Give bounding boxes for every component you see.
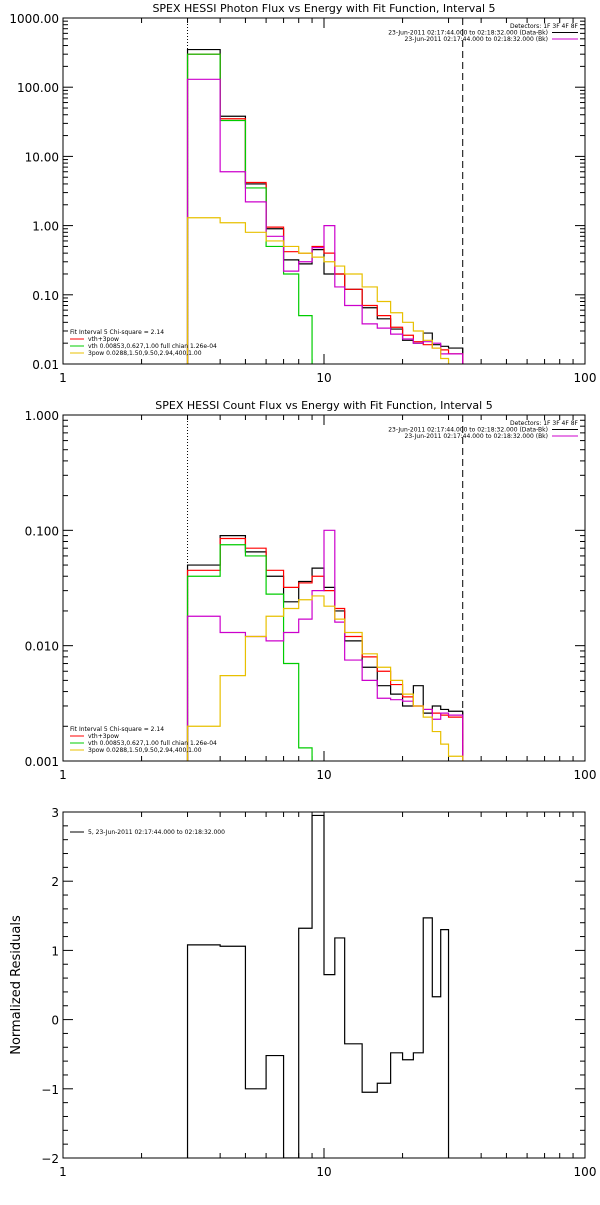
legend-left-entry: 5, 23-Jun-2011 02:17:44.000 to 02:18:32.…: [88, 829, 225, 836]
y-tick-label: 0.010: [25, 640, 59, 654]
panel-3: Normalized Residuals 1 10 100 −2 −1 0 1 2 3 5, 23-…: [9, 806, 597, 1179]
series-0-step: [186, 814, 450, 1158]
series-3-step: [186, 78, 464, 364]
series-1-step: [186, 53, 464, 364]
x-tick-label: 1: [59, 768, 67, 782]
series-4-step: [186, 217, 450, 364]
legend-left-entry: Fit Interval 5 Chi-square = 2.14: [70, 329, 164, 336]
series-2-step: [186, 544, 313, 761]
legend-left-entry: vth+3pow: [88, 733, 119, 740]
legend-right-entry: Detectors: 1F 3F 4F 8F: [510, 23, 579, 30]
legend-right-entry: 23-Jun-2011 02:17:44.000 to 02:18:32.000…: [388, 427, 548, 434]
series-4-step: [186, 595, 464, 761]
plot-frame: [62, 414, 586, 762]
x-tick-label: 100: [574, 371, 597, 385]
series-1-step: [186, 537, 464, 761]
y-tick-label: −2: [41, 1152, 59, 1166]
x-tick-label: 1: [59, 371, 67, 385]
x-tick-label: 100: [574, 768, 597, 782]
y-tick-label: 3: [51, 806, 59, 820]
y-tick-label: 100.00: [17, 81, 59, 95]
y-tick-label: 2: [51, 875, 59, 889]
panel-1: SPEX HESSI Photon Flux vs Energy with Fi…: [9, 2, 597, 385]
legend-right-entry: 23-Jun-2011 02:17:44.000 to 02:18:32.000…: [405, 433, 548, 440]
series-group: [186, 529, 464, 761]
chart-title: SPEX HESSI Photon Flux vs Energy with Fi…: [152, 2, 495, 15]
y-tick-label: 0.001: [25, 755, 59, 769]
y-tick-label: 10.00: [25, 150, 59, 164]
series-group: [186, 48, 464, 364]
y-tick-label: −1: [41, 1083, 59, 1097]
series-0-step: [186, 48, 464, 364]
legend-right-entry: 23-Jun-2011 02:17:44.000 to 02:18:32.000…: [405, 36, 548, 43]
chart-title: SPEX HESSI Count Flux vs Energy with Fit…: [155, 399, 492, 412]
series-3-step: [186, 529, 464, 761]
y-tick-label: 0.10: [32, 289, 59, 303]
legend-left-entry: Fit Interval 5 Chi-square = 2.14: [70, 726, 164, 733]
y-tick-label: 0.01: [32, 358, 59, 372]
legend-right-entry: Detectors: 1F 3F 4F 8F: [510, 420, 579, 427]
legend-left-entry: vth 0.00853,0.627,1.00 full chian 1.26e-…: [88, 343, 217, 350]
x-tick-label: 10: [316, 1165, 331, 1179]
panel-2: SPEX HESSI Count Flux vs Energy with Fit…: [25, 399, 597, 782]
series-2-step: [186, 53, 313, 364]
series-group: [186, 814, 450, 1158]
legend-left-entry: 3pow 0.0288,1.50,9.50,2.94,400,1.00: [88, 747, 202, 754]
x-tick-label: 1: [59, 1165, 67, 1179]
y-tick-label: 1.00: [32, 220, 59, 234]
legend-left-entry: vth+3pow: [88, 336, 119, 343]
x-tick-label: 10: [316, 768, 331, 782]
y-axis-label: Normalized Residuals: [9, 915, 24, 1055]
legend-left-entry: 3pow 0.0288,1.50,9.50,2.94,400,1.00: [88, 350, 202, 357]
legend-left-entry: vth 0.00853,0.627,1.00 full chian 1.26e-…: [88, 740, 217, 747]
y-tick-label: 1.000: [25, 409, 59, 423]
y-tick-label: 0: [51, 1014, 59, 1028]
y-tick-label: 1: [51, 944, 59, 958]
plot-frame: [62, 811, 586, 1159]
x-tick-label: 100: [574, 1165, 597, 1179]
legend-right-entry: 23-Jun-2011 02:17:44.000 to 02:18:32.000…: [388, 30, 548, 37]
plot-frame: [62, 17, 586, 365]
y-tick-label: 1000.00: [9, 12, 59, 26]
y-tick-label: 0.100: [25, 524, 59, 538]
x-tick-label: 10: [316, 371, 331, 385]
